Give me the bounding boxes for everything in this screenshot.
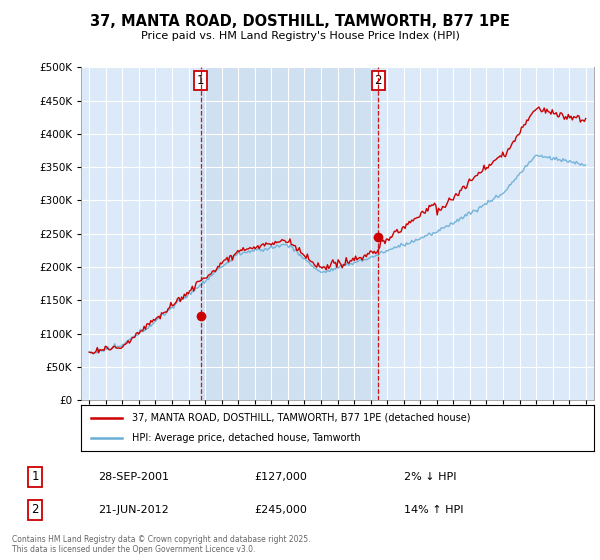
Text: £127,000: £127,000 (254, 472, 307, 482)
Text: £245,000: £245,000 (254, 505, 307, 515)
Text: HPI: Average price, detached house, Tamworth: HPI: Average price, detached house, Tamw… (133, 433, 361, 443)
Text: 37, MANTA ROAD, DOSTHILL, TAMWORTH, B77 1PE: 37, MANTA ROAD, DOSTHILL, TAMWORTH, B77 … (90, 14, 510, 29)
Text: 37, MANTA ROAD, DOSTHILL, TAMWORTH, B77 1PE (detached house): 37, MANTA ROAD, DOSTHILL, TAMWORTH, B77 … (133, 413, 471, 423)
Text: 2% ↓ HPI: 2% ↓ HPI (404, 472, 456, 482)
Bar (200, 67, 379, 400)
Text: 2: 2 (374, 74, 382, 87)
Text: 1: 1 (197, 74, 205, 87)
Text: Price paid vs. HM Land Registry's House Price Index (HPI): Price paid vs. HM Land Registry's House … (140, 31, 460, 41)
Text: 14% ↑ HPI: 14% ↑ HPI (404, 505, 463, 515)
Text: 21-JUN-2012: 21-JUN-2012 (98, 505, 169, 515)
Text: 1: 1 (31, 470, 39, 483)
Text: 28-SEP-2001: 28-SEP-2001 (98, 472, 169, 482)
Text: 2: 2 (31, 503, 39, 516)
Text: Contains HM Land Registry data © Crown copyright and database right 2025.
This d: Contains HM Land Registry data © Crown c… (12, 535, 311, 554)
